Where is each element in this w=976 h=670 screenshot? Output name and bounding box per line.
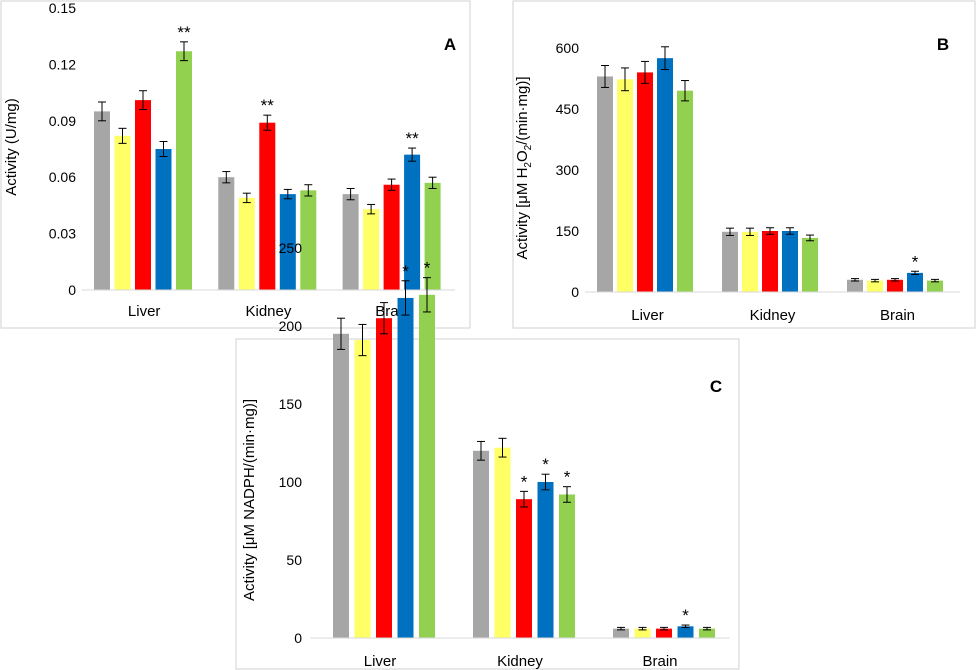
bar <box>94 111 110 291</box>
significance-mark: * <box>521 472 528 491</box>
significance-mark: * <box>682 606 689 625</box>
y-tick-label: 0.03 <box>49 226 76 242</box>
y-tick-label: 0.06 <box>49 169 76 185</box>
bar <box>597 76 613 292</box>
bar <box>559 494 575 638</box>
bar <box>376 318 392 638</box>
bar <box>279 194 296 290</box>
panel-label: A <box>444 35 456 54</box>
bar <box>802 237 818 292</box>
bar <box>363 209 380 290</box>
bar <box>637 72 653 293</box>
significance-mark: * <box>912 252 919 271</box>
bar <box>404 154 421 290</box>
significance-mark: ** <box>405 129 419 148</box>
bar <box>397 297 414 638</box>
y-axis-label-part: Activity [μM H <box>514 168 531 260</box>
y-axis-label: Activity [μM H2O2/(min·mg)] <box>514 76 534 259</box>
y-axis-label-part: O <box>514 150 531 162</box>
y-tick-label: 600 <box>556 40 580 56</box>
bar <box>354 340 371 638</box>
bar <box>300 190 317 290</box>
bar <box>887 279 903 292</box>
bar <box>613 628 629 638</box>
y-tick-label: 250 <box>279 240 303 256</box>
bar <box>176 51 192 290</box>
x-tick-label: Liver <box>631 307 664 324</box>
y-tick-label: 300 <box>556 162 580 178</box>
bar <box>782 231 798 292</box>
bar <box>135 100 151 291</box>
bar <box>742 231 758 292</box>
y-tick-label: 50 <box>286 552 302 568</box>
bar <box>677 90 693 292</box>
x-tick-label: Brain <box>642 653 677 670</box>
bar <box>383 184 400 290</box>
significance-mark: * <box>564 468 571 487</box>
y-tick-label: 0 <box>294 630 302 646</box>
bar <box>473 450 489 638</box>
panel-label: B <box>937 35 949 54</box>
x-tick-label: Liver <box>128 303 161 320</box>
significance-mark: * <box>424 259 431 278</box>
significance-mark: * <box>402 262 409 281</box>
y-tick-label: 450 <box>556 101 580 117</box>
y-tick-label: 0.12 <box>49 56 76 72</box>
bar <box>494 447 511 638</box>
significance-mark: * <box>542 455 549 474</box>
y-tick-label: 200 <box>279 318 303 334</box>
bar <box>114 135 131 290</box>
panel-frame <box>0 0 471 329</box>
bar <box>617 79 633 293</box>
y-axis-label: Activity [μM NADPH/(min·mg)] <box>241 399 258 601</box>
bar <box>537 482 554 638</box>
bar <box>656 628 672 638</box>
y-axis-label: Activity (U/mg) <box>3 98 20 196</box>
y-tick-label: 150 <box>556 223 580 239</box>
chart-panel-c: C Activity [μM NADPH/(min·mg)] 0 50 100 150… <box>235 240 740 670</box>
bar <box>847 279 863 292</box>
x-tick-label: Kidney <box>246 303 292 320</box>
y-tick-label: 100 <box>279 474 303 490</box>
bar <box>419 294 435 638</box>
bar <box>722 231 738 292</box>
y-tick-label: 0.09 <box>49 113 76 129</box>
bar <box>657 58 673 292</box>
bar <box>259 122 276 291</box>
bar <box>218 177 235 290</box>
y-tick-label: 150 <box>279 396 303 412</box>
chart-panel-b: B Activity [μM H2O2/(min·mg)] 0150300450… <box>512 0 976 329</box>
chart-panel-a: A Activity (U/mg) 0 0.03 0.06 0.09 0.12 0.15 *… <box>0 0 471 329</box>
bar <box>699 628 715 638</box>
bar <box>516 499 532 638</box>
bar <box>677 626 694 638</box>
significance-mark: ** <box>261 96 275 115</box>
x-tick-label: Brain <box>880 307 915 324</box>
panel-label: C <box>710 377 722 396</box>
y-axis-label-part: /(min·mg)] <box>514 76 531 144</box>
bar <box>333 333 349 638</box>
significance-mark: ** <box>177 23 191 42</box>
bar <box>762 231 778 292</box>
y-axis-label-subscript: 2 <box>523 162 534 168</box>
x-tick-label: Kidney <box>497 653 543 670</box>
x-tick-label: Liver <box>364 653 397 670</box>
y-axis-label-subscript: 2 <box>523 144 534 150</box>
y-tick-label: 0 <box>68 282 76 298</box>
bar <box>424 182 441 290</box>
x-tick-label: Kidney <box>750 307 796 324</box>
bar <box>867 280 883 292</box>
bar <box>238 197 255 290</box>
y-tick-label: 0 <box>571 284 579 300</box>
bar <box>907 272 923 292</box>
bar <box>155 149 172 290</box>
bar <box>927 280 943 292</box>
y-tick-label: 0.15 <box>49 0 76 16</box>
bar <box>342 194 359 290</box>
bar <box>634 628 651 638</box>
